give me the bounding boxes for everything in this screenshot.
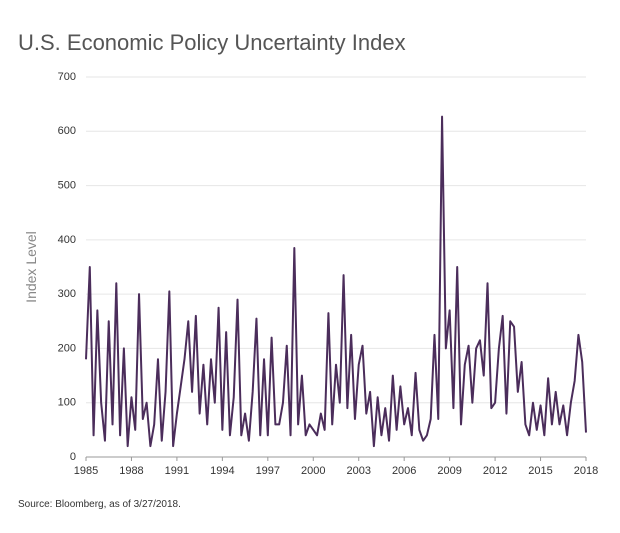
y-tick-label: 400 (58, 234, 76, 246)
x-tick-label: 1994 (210, 465, 234, 477)
x-tick-label: 2009 (437, 465, 461, 477)
x-tick-label: 2000 (301, 465, 325, 477)
x-tick-label: 2018 (574, 465, 598, 477)
x-tick-label: 2015 (528, 465, 552, 477)
y-tick-label: 200 (58, 342, 76, 354)
x-tick-label: 1997 (256, 465, 280, 477)
y-tick-label: 500 (58, 179, 76, 191)
x-tick-label: 2003 (346, 465, 370, 477)
x-tick-label: 1985 (74, 465, 98, 477)
source-note: Source: Bloomberg, as of 3/27/2018. (18, 499, 181, 510)
y-tick-label: 300 (58, 288, 76, 300)
chart-title: U.S. Economic Policy Uncertainty Index (18, 30, 406, 55)
x-tick-label: 2012 (483, 465, 507, 477)
y-axis-label: Index Level (23, 231, 39, 303)
x-tick-label: 1991 (165, 465, 189, 477)
x-tick-label: 2006 (392, 465, 416, 477)
y-tick-label: 600 (58, 125, 76, 137)
x-tick-label: 1988 (119, 465, 143, 477)
y-tick-label: 100 (58, 397, 76, 409)
series-line (85, 115, 587, 448)
y-tick-label: 700 (58, 71, 76, 83)
y-tick-label: 0 (70, 451, 76, 463)
